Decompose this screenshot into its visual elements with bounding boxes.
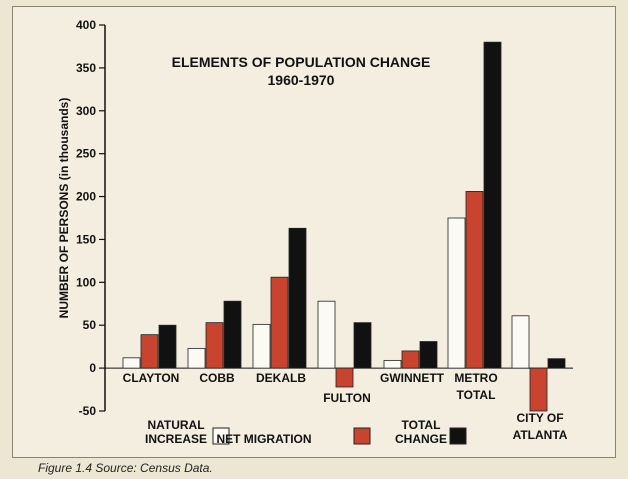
chart-frame: -50 0 50 100 150 200 250 300 350 400 NUMBER OF PER…: [12, 6, 616, 458]
bar-total-change: [158, 324, 177, 369]
figure-caption: Figure 1.4 Source: Census Data.: [38, 461, 213, 475]
bar-natural-increase: [383, 359, 402, 369]
bar-net-migration: [465, 191, 484, 369]
bar-total-change: [547, 358, 566, 369]
bar-net-migration: [270, 276, 289, 369]
y-tick-label: 300: [76, 104, 96, 118]
category-label: COBB: [199, 371, 235, 385]
y-tick-label: 350: [76, 61, 96, 75]
bar-net-migration: [335, 367, 354, 388]
legend-swatch: [212, 427, 230, 445]
legend-swatch: [353, 427, 371, 445]
bar-net-migration: [401, 350, 420, 369]
y-tick-label: -50: [79, 404, 97, 418]
bar-total-change: [419, 341, 438, 369]
category-label: METRO: [454, 371, 497, 385]
bar-natural-increase: [122, 357, 141, 369]
category-label: TOTAL: [457, 388, 496, 402]
y-tick-label: 50: [83, 318, 97, 332]
legend-label: INCREASE: [145, 432, 207, 446]
bar-net-migration: [529, 367, 548, 412]
bar-natural-increase: [511, 315, 530, 369]
bar-net-migration: [205, 322, 224, 369]
bar-natural-increase: [317, 300, 336, 369]
bar-total-change: [288, 227, 307, 369]
bar-natural-increase: [447, 217, 466, 369]
bar-total-change: [353, 322, 372, 369]
chart-title: ELEMENTS OF POPULATION CHANGE: [172, 54, 431, 70]
y-tick-label: 0: [89, 361, 96, 375]
bar-net-migration: [140, 334, 159, 369]
category-label: FULTON: [323, 391, 371, 405]
bar-total-change: [483, 41, 502, 369]
y-axis-label: NUMBER OF PERSONS (in thousands): [57, 98, 71, 319]
bar-natural-increase: [187, 347, 206, 369]
legend-label: CHANGE: [395, 432, 447, 446]
chart-subtitle: 1960-1970: [268, 72, 335, 88]
y-tick-label: 150: [76, 232, 96, 246]
legend-label: NATURAL: [147, 418, 204, 432]
category-label: CITY OF: [516, 411, 563, 425]
y-tick-label: 200: [76, 190, 96, 204]
category-label: CLAYTON: [123, 371, 180, 385]
legend-swatch: [449, 427, 467, 445]
legend-label: NET MIGRATION: [216, 432, 311, 446]
population-change-chart: -50 0 50 100 150 200 250 300 350 400 NUMBER OF PER…: [57, 18, 573, 446]
bar-total-change: [223, 300, 242, 369]
category-label: GWINNETT: [380, 371, 445, 385]
category-label: DEKALB: [256, 371, 306, 385]
y-tick-label: 250: [76, 147, 96, 161]
y-tick-label: 100: [76, 275, 96, 289]
legend-label: TOTAL: [402, 418, 441, 432]
y-tick-label: 400: [76, 18, 96, 32]
bar-natural-increase: [252, 323, 271, 369]
category-label: ATLANTA: [513, 428, 568, 442]
